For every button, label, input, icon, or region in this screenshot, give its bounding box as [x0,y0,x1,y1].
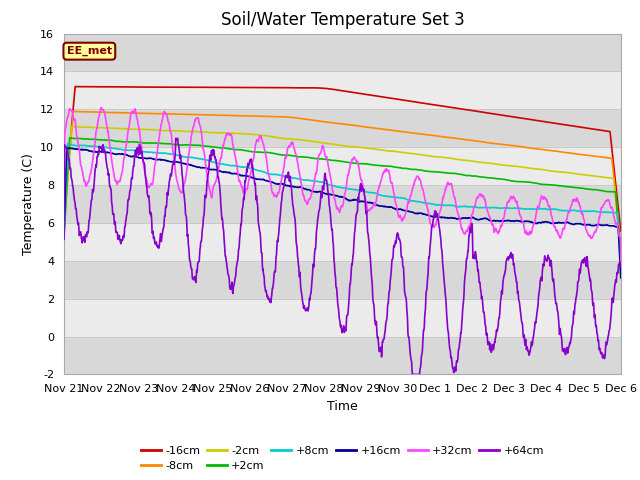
X-axis label: Time: Time [327,400,358,413]
Y-axis label: Temperature (C): Temperature (C) [22,153,35,255]
Title: Soil/Water Temperature Set 3: Soil/Water Temperature Set 3 [221,11,464,29]
Bar [64,223,621,261]
Bar [64,72,621,109]
Bar [64,147,621,185]
Bar [64,299,621,336]
Legend: -16cm, -8cm, -2cm, +2cm, +8cm, +16cm, +32cm, +64cm: -16cm, -8cm, -2cm, +2cm, +8cm, +16cm, +3… [136,441,548,476]
Text: EE_met: EE_met [67,46,112,56]
